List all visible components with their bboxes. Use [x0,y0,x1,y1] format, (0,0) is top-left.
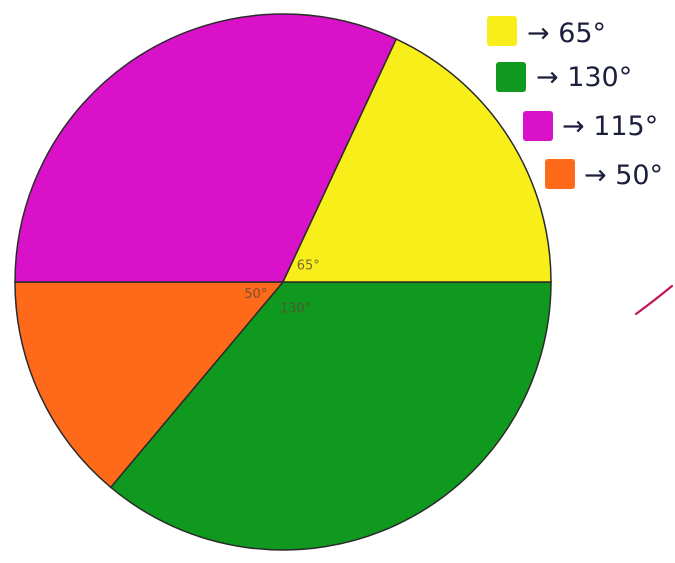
stray-pen-mark [634,284,674,316]
legend-label: → 65° [527,18,606,49]
legend-swatch [496,62,526,92]
pie-slices [14,13,552,551]
pie-slice [14,281,285,489]
legend-swatch [523,111,553,141]
slice-angle-label: 130° [280,302,311,317]
legend-label: → 115° [562,111,658,142]
pie-slice [109,281,552,551]
legend-swatch [545,159,575,189]
legend-label: → 50° [584,160,663,191]
slice-angle-label: 65° [297,258,320,273]
slice-angle-label: 50° [244,287,267,302]
legend-swatch [487,16,517,46]
legend: → 65° → 130° → 115° → 50° [487,16,663,191]
pie-slice [281,38,552,283]
pie-slice [14,13,398,283]
angle-labels: 130° 50° 65° [244,258,320,316]
legend-label: → 130° [536,62,632,93]
